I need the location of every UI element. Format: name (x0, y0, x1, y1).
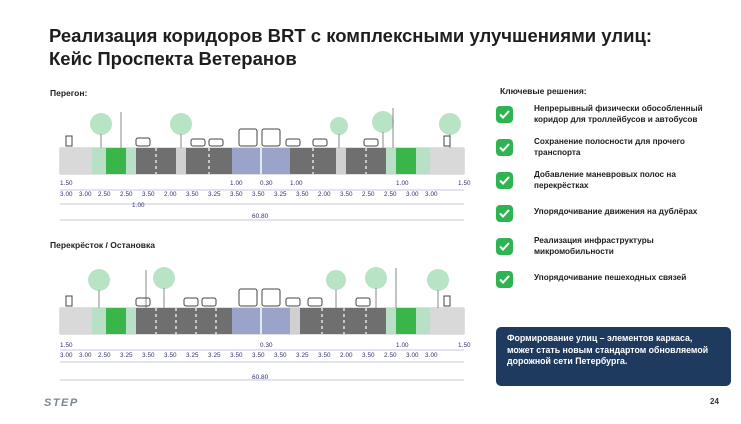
dim-label: 3.00 (425, 352, 438, 359)
dim-label: 2.50 (362, 191, 375, 198)
dim-label: 3.50 (142, 352, 155, 359)
dim-label: 2.50 (98, 191, 111, 198)
checkmark-icon (496, 205, 513, 222)
dim-label: 0.30 (260, 342, 273, 349)
dim-label: 3.00 (79, 352, 92, 359)
checkmark-icon (496, 139, 513, 156)
dim-label: 2.50 (384, 352, 397, 359)
dim-label: 3.50 (274, 352, 287, 359)
list-item: Упорядочивание пешеходных связей (496, 269, 732, 302)
solution-text: Сохранение полосности для прочего трансп… (534, 137, 685, 157)
dim-label: 2.00 (340, 352, 353, 359)
list-item: Непрерывный физически обособленный корид… (496, 104, 732, 137)
solutions-list: Непрерывный физически обособленный корид… (496, 104, 732, 302)
solution-text: Непрерывный физически обособленный корид… (534, 104, 703, 124)
dim-label: 2.50 (384, 191, 397, 198)
dim-label: 3.00 (425, 191, 438, 198)
dim-label: 3.25 (208, 352, 221, 359)
solution-text: Реализация инфраструктуры микромобильнос… (534, 236, 654, 256)
cross-section-intersection: Перекрёсток / Остановка (46, 236, 478, 384)
total-width: 60.80 (252, 374, 269, 381)
dim-label: 1.00 (290, 180, 303, 187)
checkmark-icon (496, 238, 513, 255)
checkmark-icon (496, 106, 513, 123)
dim-label: 2.00 (318, 191, 331, 198)
section-label-intersection: Перекрёсток / Остановка (50, 240, 156, 250)
dim-label: 3.00 (60, 352, 73, 359)
solution-text: Добавление маневровых полос на перекрёст… (534, 170, 676, 190)
list-item: Сохранение полосности для прочего трансп… (496, 137, 732, 170)
title-line-2: Кейс Проспекта Ветеранов (49, 48, 297, 69)
dim-label: 2.50 (98, 352, 111, 359)
section-label-segment: Перегон: (50, 88, 88, 98)
dim-label: 3.50 (252, 352, 265, 359)
dim-label: 1.50 (60, 342, 73, 349)
dims-bottom-row: 1.00 (132, 202, 145, 209)
dim-label: 3.50 (340, 191, 353, 198)
dim-label: 1.50 (458, 342, 471, 349)
dims-top-row: 1.50 1.00 0.30 1.00 1.00 1.50 (60, 180, 471, 187)
dim-label: 3.00 (406, 191, 419, 198)
list-item: Реализация инфраструктуры микромобильнос… (496, 236, 732, 269)
title-line-1: Реализация коридоров BRT с комплексными … (49, 25, 652, 46)
dim-label: 3.50 (362, 352, 375, 359)
dim-label: 3.00 (60, 191, 73, 198)
solution-text: Упорядочивание пешеходных связей (534, 273, 687, 282)
dim-label: 3.50 (186, 191, 199, 198)
page-title: Реализация коридоров BRT с комплексными … (49, 24, 689, 70)
street-cross-section-drawing-1 (59, 108, 465, 221)
dim-label: 3.25 (186, 352, 199, 359)
dim-label: 3.50 (296, 191, 309, 198)
dim-label: 3.50 (142, 191, 155, 198)
solution-text: Упорядочивание движения на дублёрах (534, 207, 698, 216)
dim-label: 1.00 (230, 180, 243, 187)
dim-label: 3.25 (296, 352, 309, 359)
list-item: Упорядочивание движения на дублёрах (496, 203, 732, 236)
dim-label: 3.50 (318, 352, 331, 359)
dim-label: 1.00 (396, 342, 409, 349)
dim-label: 3.50 (230, 352, 243, 359)
page-number: 24 (710, 397, 719, 406)
dim-label: 3.25 (274, 191, 287, 198)
dim-label: 0.30 (260, 180, 273, 187)
dim-label: 3.00 (79, 191, 92, 198)
dim-label: 1.50 (458, 180, 471, 187)
checkmark-icon (496, 172, 513, 189)
solutions-heading: Ключевые решения: (500, 86, 587, 96)
dim-label: 2.00 (164, 191, 177, 198)
dim-label: 3.00 (406, 352, 419, 359)
dim-label: 3.25 (120, 352, 133, 359)
dim-label: 1.50 (60, 180, 73, 187)
dim-label: 3.50 (230, 191, 243, 198)
street-cross-section-drawing-2 (59, 267, 465, 381)
dim-label: 3.25 (208, 191, 221, 198)
dim-label: 1.00 (396, 180, 409, 187)
dim-label: 3.50 (164, 352, 177, 359)
dims-top-row: 1.50 0.30 1.00 1.50 (60, 342, 471, 349)
total-width: 60.80 (252, 213, 269, 220)
callout-box: Формирование улиц – элементов каркаса, м… (496, 327, 731, 386)
checkmark-icon (496, 271, 513, 288)
dims-main-row: 3.00 3.00 2.50 3.25 3.50 3.50 3.25 3.25 3.50 3.50… (60, 352, 438, 359)
dim-label: 2.50 (120, 191, 133, 198)
cross-section-segment: Перегон: (46, 84, 478, 224)
list-item: Добавление маневровых полос на перекрёст… (496, 170, 732, 203)
dim-label: 3.50 (252, 191, 265, 198)
step-logo: STEP (44, 397, 79, 409)
dims-main-row: 3.00 3.00 2.50 2.50 3.50 2.00 3.50 3.25 3.50 3.50… (60, 191, 438, 198)
dim-label: 1.00 (132, 202, 145, 209)
callout-text: Формирование улиц – элементов каркаса, м… (507, 333, 709, 367)
